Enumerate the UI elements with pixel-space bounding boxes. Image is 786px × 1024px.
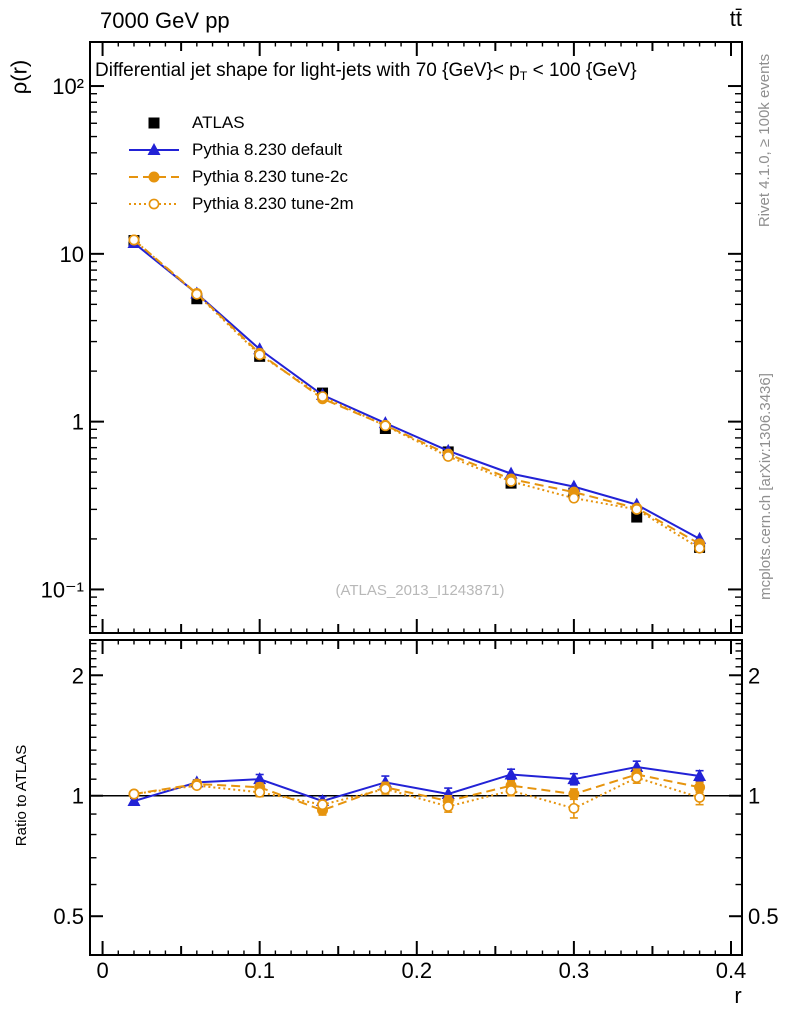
data-marker-circle-open [694, 542, 705, 554]
data-marker-circle-open [254, 349, 266, 361]
data-marker-circle-open [694, 792, 705, 803]
plot-title-pre: Differential jet shape for light-jets wi… [95, 60, 520, 81]
data-marker-circle-open [191, 288, 203, 300]
data-marker-circle-open [442, 451, 454, 462]
legend-label-pythia-tune-2m: Pythia 8.230 tune-2m [192, 193, 354, 213]
data-marker-circle-open [128, 234, 140, 246]
data-marker-circle-open [254, 786, 266, 798]
data-marker-circle-open [505, 785, 517, 797]
data-marker-triangle-filled [567, 772, 581, 785]
ratio-y-tick-label-right: 0.5 [748, 904, 779, 929]
data-marker-triangle-filled [253, 772, 267, 785]
data-marker-triangle-filled [127, 794, 141, 807]
plot-title: Differential jet shape for light-jets wi… [95, 60, 742, 82]
data-line-pythia-8-230-tune-2c [133, 239, 701, 545]
data-line-pythia-8-230-tune-2m [133, 239, 701, 550]
data-marker-circle-open [128, 788, 140, 800]
y-axis-label-main: ρ(r) [6, 59, 32, 95]
x-axis-title: r [734, 983, 741, 1008]
ratio-y-tick-label-left: 1 [72, 784, 84, 809]
x-tick-label: 0.3 [559, 958, 590, 983]
main-y-tick-label: 10 [60, 242, 84, 267]
legend-sample-marker [148, 198, 160, 209]
data-marker-circle-open [317, 799, 328, 811]
x-tick-label: 0.2 [401, 958, 432, 983]
data-line-pythia-8-230-default [133, 242, 701, 540]
legend-label-pythia-default: Pythia 8.230 default [192, 139, 343, 159]
legend-sample-svg [129, 142, 179, 155]
legend-marker-triangle-line-icon [128, 139, 180, 161]
x-tick-label: 0 [96, 958, 108, 983]
legend-sample-svg [129, 198, 179, 209]
ratio-y-tick-label-right: 1 [748, 784, 760, 809]
data-marker-triangle-filled [693, 769, 707, 782]
data-marker-circle-open [191, 780, 203, 792]
plot-title-subscript: T [519, 69, 528, 82]
x-tick-label: 0.1 [244, 958, 275, 983]
data-line-pythia-8-230-tune-2c [133, 773, 700, 812]
legend-marker-atlas-square-icon [128, 112, 180, 134]
legend-sample-marker [148, 171, 160, 182]
data-marker-circle-open [505, 476, 517, 487]
mcplots-reference-note: mcplots.cern.ch [arXiv:1306.3436] [756, 373, 774, 600]
legend-sample-svg [148, 117, 160, 128]
legend-label-atlas: ATLAS [192, 112, 245, 132]
legend: ATLAS Pythia 8.230 default Pythia 8.230 … [128, 109, 354, 217]
rivet-version-note: Rivet 4.1.0, ≥ 100k events [756, 53, 774, 228]
data-line-pythia-8-230-tune-2m [133, 776, 700, 810]
data-marker-circle-open [631, 503, 643, 515]
ratio-y-tick-label-right: 2 [748, 663, 760, 688]
beam-energy-label: 7000 GeV pp [100, 8, 230, 33]
legend-item-pythia-tune-2m: Pythia 8.230 tune-2m [128, 190, 354, 217]
data-line-pythia-8-230-default [133, 765, 700, 803]
legend-item-pythia-tune-2c: Pythia 8.230 tune-2c [128, 163, 354, 190]
data-marker-circle-open [317, 391, 328, 402]
legend-marker-open-circle-dotted-line-icon [128, 193, 180, 215]
main-y-tick-label: 10² [52, 74, 84, 99]
legend-sample-marker [148, 117, 160, 128]
legend-label-pythia-tune-2c: Pythia 8.230 tune-2c [192, 166, 348, 186]
ratio-y-tick-label-left: 0.5 [53, 904, 84, 929]
data-marker-circle-open [379, 783, 391, 795]
main-y-tick-label: 10⁻¹ [41, 577, 84, 602]
data-marker-circle-open [631, 772, 643, 784]
legend-sample-svg [129, 171, 179, 182]
process-label: tt̄ [729, 6, 742, 31]
data-marker-circle-open [379, 420, 391, 432]
y-axis-label-ratio: Ratio to ATLAS [13, 744, 31, 847]
data-marker-circle-filled [568, 788, 580, 800]
legend-item-atlas: ATLAS [128, 109, 354, 136]
legend-sample-marker [147, 142, 161, 155]
legend-marker-circle-dashed-line-icon [128, 166, 180, 188]
data-marker-circle-open [568, 802, 580, 814]
main-y-tick-label: 1 [72, 410, 84, 435]
data-marker-circle-open [568, 492, 580, 504]
plot-title-post: < 100 {GeV} [527, 60, 637, 81]
ratio-panel-frame [89, 639, 743, 956]
legend-item-pythia-default: Pythia 8.230 default [128, 136, 354, 163]
analysis-watermark: (ATLAS_2013_I1243871) [335, 582, 505, 599]
ratio-y-tick-label-left: 2 [72, 663, 84, 688]
data-marker-triangle-filled [504, 767, 518, 780]
data-marker-circle-open [442, 801, 454, 812]
x-tick-label: 0.4 [716, 958, 747, 983]
data-marker-square-filled [631, 511, 643, 523]
